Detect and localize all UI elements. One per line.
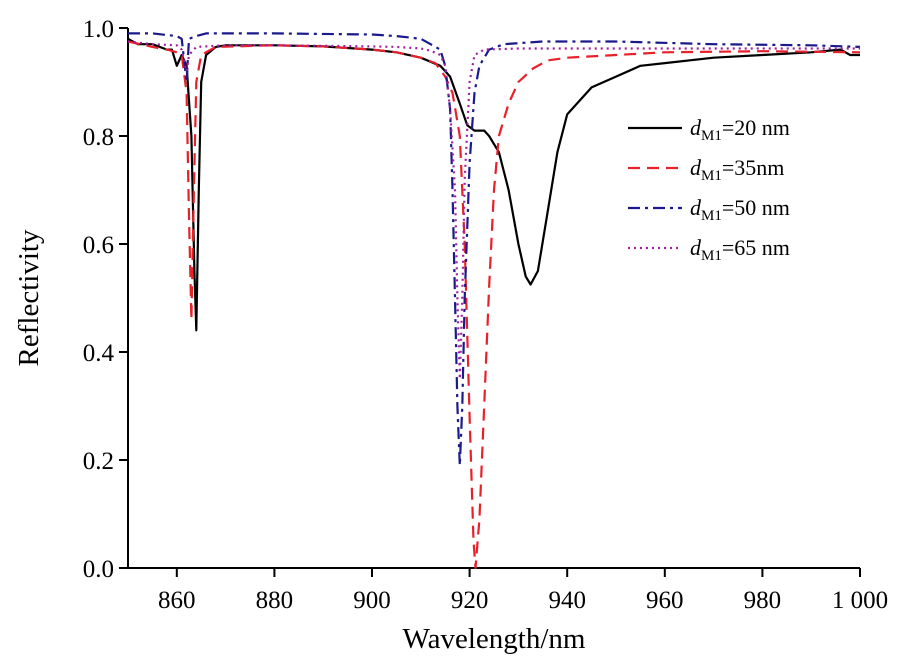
y-tick-label: 0.6 <box>83 232 114 259</box>
legend-label-3: dM1=50 nm <box>690 195 790 224</box>
y-tick-label: 0.8 <box>83 124 114 151</box>
series-line-2 <box>127 40 861 570</box>
x-tick-label: 940 <box>548 587 586 614</box>
x-tick-label: 980 <box>744 587 782 614</box>
x-tick-label: 880 <box>256 587 294 614</box>
series-line-4 <box>127 40 860 381</box>
x-tick-label: 900 <box>353 587 391 614</box>
legend-label-2: dM1=35nm <box>690 155 784 184</box>
series-layer <box>127 32 861 570</box>
x-tick-label: 920 <box>451 587 489 614</box>
series-line-1 <box>127 37 860 332</box>
y-tick-label: 1.0 <box>83 16 114 43</box>
legend-label-1: dM1=20 nm <box>690 115 790 144</box>
x-tick-label: 860 <box>158 587 196 614</box>
x-axis-title: Wavelength/nm <box>403 623 586 655</box>
y-tick-label: 0.2 <box>83 448 114 475</box>
axes: 860 880 900 920 940 960 980 1 000 0.0 0.2 0.4 0.6 0.… <box>83 16 888 614</box>
y-tick-label: 0.4 <box>83 340 115 367</box>
x-tick-label: 960 <box>646 587 684 614</box>
legend-label-4: dM1=65 nm <box>690 235 790 264</box>
x-tick-label: 1 000 <box>832 587 888 614</box>
legend: dM1=20 nm dM1=35nm dM1=50 nm dM1=65 nm <box>628 115 790 264</box>
y-tick-label: 0.0 <box>83 556 114 583</box>
series-line-3 <box>128 32 861 467</box>
y-axis-title: Reflectivity <box>13 229 45 366</box>
